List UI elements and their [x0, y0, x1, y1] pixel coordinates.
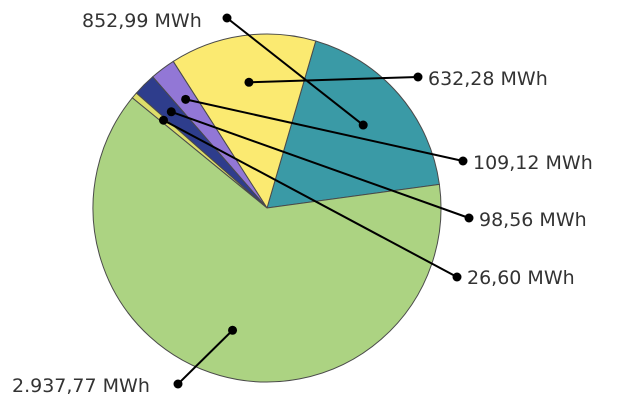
leader-dot — [464, 213, 474, 223]
label-852-99: 852,99 MWh — [82, 10, 202, 32]
leader-dot — [228, 325, 238, 335]
leader-dot — [413, 72, 423, 82]
label-26-60: 26,60 MWh — [467, 267, 575, 289]
label-98-56: 98,56 MWh — [479, 209, 587, 231]
leader-lines — [159, 13, 474, 389]
pie-slice — [92, 97, 442, 383]
leader-line — [170, 110, 470, 219]
leader-dot — [358, 120, 368, 130]
leader-dot — [159, 115, 169, 125]
leader-line — [226, 17, 364, 126]
leader-line — [177, 329, 234, 385]
label-632-28: 632,28 MWh — [428, 68, 548, 90]
leader-line — [185, 98, 464, 162]
pie-slice — [172, 33, 317, 210]
leader-dot — [222, 13, 232, 23]
leader-dot — [173, 379, 183, 389]
leader-dot — [458, 156, 468, 166]
leader-dot — [181, 94, 191, 104]
leader-line — [163, 119, 458, 278]
leader-dot — [166, 107, 176, 117]
leader-dot — [244, 77, 254, 87]
leader-dot — [452, 272, 462, 282]
label-109-12: 109,12 MWh — [473, 152, 593, 174]
leader-line — [248, 76, 419, 84]
pie-slices — [92, 33, 442, 383]
label-2937-77: 2.937,77 MWh — [12, 375, 150, 396]
